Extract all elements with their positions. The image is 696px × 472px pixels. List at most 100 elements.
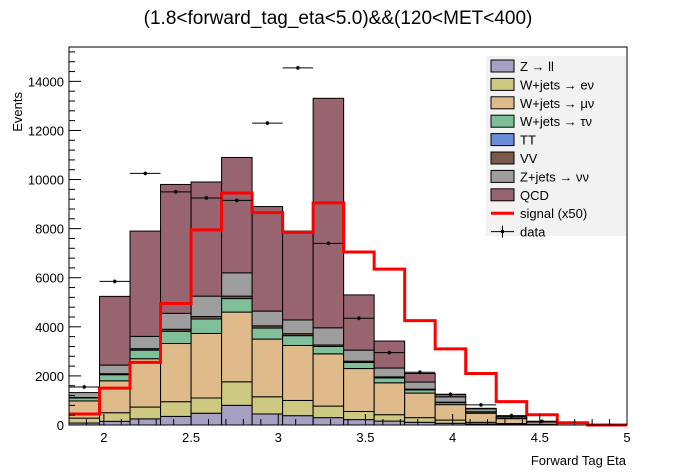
x-tick-label: 2.5 bbox=[182, 430, 200, 445]
stack-bar-7-11 bbox=[404, 372, 436, 383]
stack-bar-3-9 bbox=[343, 361, 375, 370]
x-tick-label: 3.5 bbox=[356, 430, 374, 445]
stack-bar-1-2 bbox=[129, 406, 162, 420]
legend-label-9: data bbox=[520, 225, 546, 240]
chart-title: (1.8<forward_tag_eta<5.0)&&(120<MET<400) bbox=[144, 8, 533, 29]
data-point-14 bbox=[509, 414, 513, 418]
stack-bar-2-5 bbox=[221, 311, 253, 383]
stack-bar-6-1 bbox=[99, 364, 131, 375]
stack-bar-3-7 bbox=[282, 335, 314, 346]
stack-bar-2-9 bbox=[343, 368, 375, 412]
stack-bar-1-6 bbox=[251, 396, 284, 415]
legend-label-7: QCD bbox=[520, 188, 549, 203]
stack-bar-2-12 bbox=[434, 404, 467, 421]
legend-label-4: TT bbox=[520, 133, 536, 148]
y-tick-label: 2000 bbox=[35, 369, 64, 384]
legend-swatch-5 bbox=[490, 151, 515, 165]
stack-bar-1-4 bbox=[190, 397, 223, 414]
stack-bar-6-5 bbox=[221, 272, 253, 297]
stack-bar-7-4 bbox=[190, 181, 223, 297]
data-point-9 bbox=[357, 316, 361, 320]
legend-swatch-3 bbox=[490, 114, 515, 128]
data-point-6 bbox=[265, 121, 269, 125]
stack-bar-1-5 bbox=[221, 381, 253, 406]
stack-bar-6-6 bbox=[251, 310, 284, 327]
stack-bar-6-9 bbox=[343, 349, 375, 362]
stack-bar-0-7 bbox=[282, 415, 314, 426]
stack-bar-6-12 bbox=[434, 396, 467, 403]
data-point-1 bbox=[113, 279, 117, 283]
stack-bar-2-11 bbox=[404, 392, 436, 419]
data-point-5 bbox=[235, 198, 239, 202]
legend-label-3: W+jets → τν bbox=[520, 114, 592, 129]
stack-bar-6-3 bbox=[160, 312, 192, 330]
stack-bar-2-1 bbox=[99, 380, 131, 414]
legend-label-8: signal (x50) bbox=[520, 206, 587, 221]
legend-label-0: Z → ll bbox=[520, 59, 554, 74]
stack-bar-0-3 bbox=[160, 415, 192, 426]
stack-bar-7-5 bbox=[221, 156, 253, 274]
data-point-0 bbox=[82, 385, 86, 389]
legend-swatch-dot-9 bbox=[501, 230, 504, 234]
legend-swatch-2 bbox=[490, 96, 515, 110]
stack-bar-6-11 bbox=[404, 381, 436, 390]
x-tick-label: 5 bbox=[623, 430, 630, 445]
data-point-2 bbox=[143, 171, 147, 175]
data-point-7 bbox=[296, 66, 300, 70]
x-tick-label: 2 bbox=[100, 430, 107, 445]
stack-bar-3-1 bbox=[99, 374, 131, 382]
stack-bar-1-0 bbox=[68, 417, 101, 424]
stack-bar-7-6 bbox=[251, 206, 284, 312]
stack-bar-7-1 bbox=[99, 295, 131, 366]
legend-swatch-7 bbox=[490, 188, 515, 202]
stack-bar-1-11 bbox=[404, 417, 436, 423]
stack-bar-3-6 bbox=[251, 327, 284, 340]
stack-bar-3-8 bbox=[312, 345, 345, 355]
stack-bar-1-8 bbox=[312, 405, 345, 419]
stack-bar-1-3 bbox=[160, 401, 192, 417]
y-tick-label: 10000 bbox=[28, 173, 64, 188]
stack-bar-6-10 bbox=[373, 367, 406, 378]
data-point-8 bbox=[326, 241, 330, 245]
stack-bar-6-2 bbox=[129, 335, 162, 350]
data-point-13 bbox=[479, 403, 483, 407]
stack-bar-2-3 bbox=[160, 343, 192, 403]
data-point-10 bbox=[387, 351, 391, 355]
stack-bar-7-9 bbox=[343, 294, 375, 351]
stack-bar-2-6 bbox=[251, 338, 284, 398]
data-point-12 bbox=[448, 392, 452, 396]
stack-bar-7-3 bbox=[160, 183, 192, 314]
x-tick-label: 4 bbox=[449, 430, 456, 445]
x-tick-label: 3 bbox=[275, 430, 282, 445]
y-tick-label: 14000 bbox=[28, 74, 64, 89]
y-tick-label: 6000 bbox=[35, 271, 64, 286]
stack-bar-3-4 bbox=[190, 318, 223, 334]
legend-label-6: Z+jets → νν bbox=[520, 169, 589, 184]
data-point-15 bbox=[540, 419, 544, 423]
stack-bar-3-10 bbox=[373, 377, 406, 384]
legend-swatch-6 bbox=[490, 169, 515, 183]
y-tick-label: 0 bbox=[57, 418, 64, 433]
y-tick-label: 8000 bbox=[35, 222, 64, 237]
stack-bar-7-7 bbox=[282, 230, 314, 321]
data-point-3 bbox=[174, 190, 178, 194]
stack-bar-1-9 bbox=[343, 411, 375, 421]
data-point-11 bbox=[418, 370, 422, 374]
stack-bar-2-4 bbox=[190, 332, 223, 399]
stack-bar-6-7 bbox=[282, 319, 314, 335]
stack-bar-6-8 bbox=[312, 327, 345, 346]
data-point-4 bbox=[204, 196, 208, 200]
x-tick-label: 4.5 bbox=[531, 430, 549, 445]
stack-bar-2-10 bbox=[373, 382, 406, 416]
y-tick-label: 12000 bbox=[28, 123, 64, 138]
legend-swatch-4 bbox=[490, 133, 515, 147]
signal-line bbox=[69, 191, 627, 427]
stack-bar-3-2 bbox=[129, 349, 162, 360]
stack-bar-3-3 bbox=[160, 330, 192, 345]
stack-bar-0-8 bbox=[312, 417, 345, 426]
legend-label-1: W+jets → eν bbox=[520, 77, 594, 92]
stack-bar-2-2 bbox=[129, 358, 162, 408]
legend-label-5: VV bbox=[520, 151, 538, 166]
legend: Z → ll W+jets → eν W+jets → μν W+jets → τν T… bbox=[486, 56, 626, 240]
